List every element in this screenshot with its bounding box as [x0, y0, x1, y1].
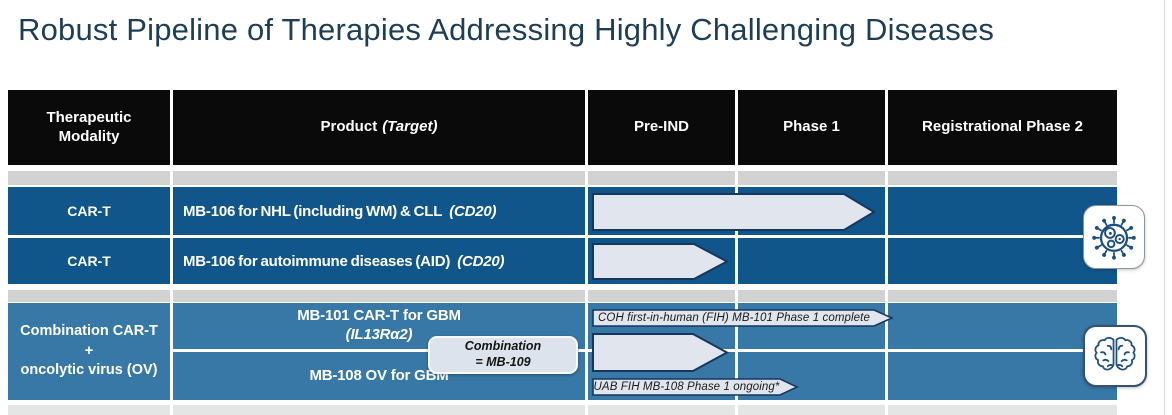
table-row-mb106-nhl: CAR-T MB-106 for NHL (including WM) & CL… — [8, 187, 1117, 235]
phase-arrow-mb106-nhl — [592, 193, 876, 231]
table-header-row: Therapeutic Modality Product (Target) Pre… — [8, 90, 1117, 165]
pipeline-table: Therapeutic Modality Product (Target) Pre… — [8, 90, 1147, 415]
product-target-label: (IL13Rα2) — [345, 326, 413, 343]
column-header-registrational-phase-2: Registrational Phase 2 — [888, 90, 1117, 165]
slide-edge-divider — [1164, 0, 1165, 415]
phase-arrow-mb101-coh: COH first-in-human (FIH) MB-101 Phase 1 … — [592, 309, 894, 327]
page-title: Robust Pipeline of Therapies Addressing … — [18, 12, 995, 47]
product-target-label: (CD20) — [449, 202, 497, 220]
column-header-label: Therapeutic Modality — [46, 108, 132, 145]
modality-label: CAR-T — [67, 203, 111, 219]
modality-line: Combination CAR-T — [20, 323, 158, 340]
modality-label: CAR-T — [67, 253, 111, 269]
phase-arrow-mb106-aid — [592, 243, 729, 280]
modality-line: oncolytic virus (OV) — [20, 362, 158, 379]
product-cell: MB-106 for autoimmune diseases (AID) (CD2… — [173, 238, 585, 284]
phase-arrow-mb108-uab: UAB FIH MB-108 Phase 1 ongoing* — [592, 378, 799, 396]
spacer-band — [8, 171, 1117, 185]
product-label: MB-106 for NHL (including WM) & CLL — [183, 202, 443, 220]
modality-cell-combination: Combination CAR-T + oncolytic virus (OV) — [8, 303, 170, 400]
product-cell-mb101: MB-101 CAR-T for GBM (IL13Rα2) — [173, 303, 585, 349]
badge-line: Combination — [464, 339, 542, 354]
badge-line: = MB-109 — [475, 355, 531, 369]
column-header-therapeutic-modality: Therapeutic Modality — [8, 90, 170, 165]
modality-cell: CAR-T — [8, 238, 170, 284]
product-label: MB-108 OV for GBM — [309, 366, 449, 384]
phase-arrow-label: UAB FIH MB-108 Phase 1 ongoing* — [593, 381, 780, 393]
spacer-band — [8, 405, 1117, 415]
product-cell-mb108: MB-108 OV for GBM — [173, 352, 585, 400]
virus-icon — [1083, 205, 1145, 269]
combination-mb109-badge: Combination = MB-109 — [428, 336, 578, 374]
phase-arrow-label: COH first-in-human (FIH) MB-101 Phase 1 … — [598, 312, 870, 324]
modality-cell: CAR-T — [8, 187, 170, 235]
column-header-product-target: Product (Target) — [173, 90, 585, 165]
column-header-phase-1: Phase 1 — [738, 90, 885, 165]
column-header-pre-ind: Pre-IND — [588, 90, 735, 165]
column-header-label: Product — [320, 118, 378, 136]
phase-arrow-mb109-combination — [592, 333, 729, 372]
column-header-label: Phase 1 — [783, 118, 840, 136]
table-row-mb106-aid: CAR-T MB-106 for autoimmune diseases (AI… — [8, 238, 1117, 284]
column-header-label: Registrational Phase 2 — [922, 118, 1083, 136]
product-cell: MB-106 for NHL (including WM) & CLL (CD20… — [173, 187, 585, 235]
modality-line: + — [84, 342, 94, 359]
spacer-band — [8, 290, 1117, 302]
product-label: MB-106 for autoimmune diseases (AID) — [183, 252, 451, 270]
product-label: MB-101 CAR-T for GBM — [297, 307, 461, 325]
column-header-label: Pre-IND — [633, 118, 689, 136]
column-header-label-italic: (Target) — [382, 118, 438, 136]
product-target-label: (CD20) — [457, 252, 505, 270]
brain-icon — [1083, 325, 1147, 387]
